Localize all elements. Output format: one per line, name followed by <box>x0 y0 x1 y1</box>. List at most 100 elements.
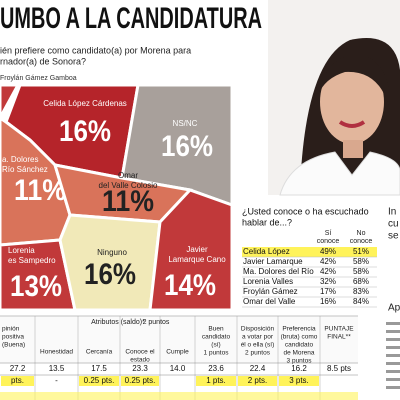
cell: 8.5 pts <box>327 364 351 373</box>
cell: 1 pts. <box>206 376 226 385</box>
cell: Lorenia Valles <box>243 277 293 286</box>
cell-label: Celida López Cárdenas <box>43 99 127 108</box>
cell-label: Río Sánchez <box>2 165 48 174</box>
cell-value: 11% <box>102 185 154 218</box>
cell: 13.5 <box>49 364 65 373</box>
cell <box>0 83 21 119</box>
cell: 0.25 pts. <box>84 376 115 385</box>
column-header: FINAL** <box>327 334 351 341</box>
cell <box>148 188 234 312</box>
cell: Javier Lamarque <box>243 257 303 266</box>
cell: Celida López <box>243 247 290 256</box>
cell: 51% <box>353 247 369 256</box>
column-header: estado <box>130 357 150 364</box>
cell: 27.2 <box>10 364 26 373</box>
highlight <box>238 376 277 386</box>
cell: Froylán Gámez <box>243 287 298 296</box>
cell: 0.25 pts. <box>125 376 156 385</box>
column-header: de Morena <box>283 350 314 357</box>
column-header: (sí) <box>211 342 220 349</box>
portrait <box>268 0 400 196</box>
cell-value: 16% <box>84 258 136 291</box>
text-line <box>386 338 400 341</box>
text-line <box>386 370 400 373</box>
column-header: candidato <box>202 334 231 341</box>
cell: 49% <box>320 247 336 256</box>
highlight <box>279 376 319 386</box>
column-header: Cercanía <box>86 349 113 356</box>
cell: 23.3 <box>132 364 148 373</box>
preference-map: Celida López Cárdenas 16% NS/NC 16% a. Dolor… <box>0 83 234 312</box>
cell: 84% <box>353 297 369 306</box>
cell: pts. <box>11 376 24 385</box>
cell <box>58 213 162 312</box>
highlight <box>196 376 236 386</box>
column-header: Preferencia <box>282 326 316 333</box>
cell: 17.5 <box>91 364 107 373</box>
cell: 22.4 <box>250 364 266 373</box>
column-header: 3 puntos <box>287 358 313 365</box>
question-line: ién prefiere como candidato(a) por Moren… <box>0 45 191 55</box>
cell: Omar del Valle <box>243 297 296 306</box>
cell-value: 16% <box>161 130 213 163</box>
text-line <box>386 354 400 357</box>
cell: 2 pts. <box>248 376 268 385</box>
cell: Ma. Dolores del Río <box>243 267 314 276</box>
cell: 68% <box>353 277 369 286</box>
cell-value: 13% <box>10 270 62 303</box>
scores-table: Atributos (saldo)*2 puntos piniónpositiva… <box>0 315 358 400</box>
column-header: 1 puntos <box>204 350 230 357</box>
cell: 14.0 <box>170 364 186 373</box>
highlight <box>121 376 159 386</box>
cell-value: 14% <box>164 269 216 302</box>
cell: 42% <box>320 257 336 266</box>
column-header: Honestidad <box>40 349 73 356</box>
column-header: a votar por <box>242 334 274 341</box>
group-header: 2 puntos <box>143 319 170 326</box>
cell: 32% <box>320 277 336 286</box>
cell: 17% <box>320 287 336 296</box>
cell-label: Ninguno <box>97 248 127 257</box>
fragment: se <box>388 231 399 242</box>
column-header: Buen <box>208 326 224 333</box>
text-line <box>386 330 400 333</box>
header-band <box>0 316 358 363</box>
column-header: conoce <box>350 238 373 245</box>
column-header: PUNTAJE <box>324 326 354 333</box>
note: Froylán Gámez Gamboa <box>0 75 77 82</box>
cell-label: Lorenia <box>8 246 35 255</box>
cell-label: NS/NC <box>173 119 198 128</box>
table-question: ¿Usted conoce o ha escuchado <box>242 206 369 216</box>
question-line: rnador(a) de Sonora? <box>0 56 86 66</box>
cell: 58% <box>353 267 369 276</box>
column-header: conoce <box>317 238 340 245</box>
highlight <box>242 247 377 257</box>
cell-value: 11% <box>14 174 66 207</box>
highlight <box>0 392 358 400</box>
column-header: él o ella (sí) <box>241 342 275 349</box>
cell: 58% <box>353 257 369 266</box>
cell-label: del Valle Colosio <box>99 181 159 190</box>
highlight <box>1 376 34 386</box>
column-header: pinión <box>2 326 20 333</box>
cell-label: a. Dolores <box>2 155 38 164</box>
column-header: (bruta) como <box>281 334 318 341</box>
fragment: Ap <box>388 303 400 314</box>
cell-label: Lamarque Cano <box>168 255 226 264</box>
highlight <box>79 376 119 386</box>
fragment: cu <box>388 219 399 230</box>
cell: 42% <box>320 267 336 276</box>
text-line <box>386 322 400 325</box>
title: UMBO A LA CANDIDATURA <box>0 2 262 35</box>
text-line <box>386 386 400 389</box>
cell-label: Omar <box>118 171 138 180</box>
cell: 83% <box>353 287 369 296</box>
group-header: Atributos (saldo)* <box>91 319 145 326</box>
column-header: Conoce el <box>125 349 155 356</box>
cell: 16% <box>320 297 336 306</box>
cell-value: 16% <box>59 115 111 148</box>
column-header: positiva <box>2 334 24 341</box>
cell: 16.2 <box>291 364 307 373</box>
